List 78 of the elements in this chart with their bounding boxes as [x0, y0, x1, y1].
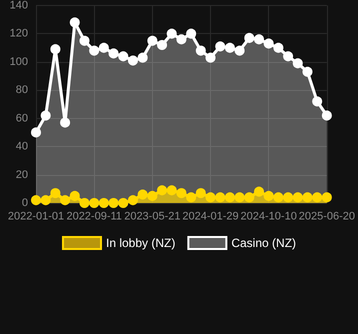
point	[166, 28, 177, 39]
point	[50, 44, 60, 54]
point	[196, 188, 206, 198]
point	[31, 127, 41, 138]
point	[196, 46, 206, 56]
y-tick-label: 60	[16, 112, 28, 124]
point	[60, 195, 70, 206]
y-tick-label: 0	[22, 197, 28, 209]
point	[312, 192, 322, 202]
point	[283, 51, 294, 62]
point	[292, 58, 303, 68]
point	[176, 188, 186, 198]
y-tick-label: 140	[10, 0, 28, 12]
point	[157, 40, 168, 50]
point	[312, 96, 322, 106]
point	[118, 198, 128, 208]
x-tick-label: 2023-05-21	[124, 210, 180, 222]
point	[147, 190, 158, 201]
point	[138, 52, 148, 63]
y-tick-label: 120	[10, 28, 28, 40]
x-tick-label: 2022-01-01	[8, 210, 64, 222]
point	[215, 41, 226, 52]
point	[108, 48, 119, 58]
point	[206, 192, 216, 202]
point	[176, 34, 186, 44]
point	[128, 56, 138, 66]
point	[234, 46, 245, 56]
point	[273, 192, 284, 202]
point	[186, 192, 196, 202]
point	[108, 198, 119, 208]
point	[264, 190, 274, 201]
x-tick-label: 2025-06-20	[298, 210, 356, 222]
point	[322, 110, 332, 121]
point	[273, 42, 284, 53]
point	[89, 198, 100, 208]
point	[254, 186, 264, 197]
legend-label: Casino (NZ)	[231, 236, 296, 250]
point	[79, 36, 90, 46]
point	[322, 192, 332, 202]
point	[224, 42, 235, 53]
point	[98, 42, 109, 53]
point	[70, 190, 80, 201]
point	[31, 195, 41, 206]
legend-label: In lobby (NZ)	[106, 236, 176, 250]
point	[98, 198, 109, 208]
point	[302, 192, 312, 202]
point	[224, 192, 235, 202]
point	[157, 185, 168, 196]
point	[79, 198, 90, 208]
x-tick-label: 2024-01-29	[182, 210, 239, 222]
point	[50, 188, 60, 198]
point	[89, 46, 100, 56]
point	[40, 110, 51, 121]
x-tick-label: 2022-09-11	[66, 210, 122, 222]
point	[254, 34, 264, 44]
point	[40, 195, 51, 206]
point	[206, 52, 216, 63]
point	[147, 36, 158, 46]
point	[60, 118, 70, 128]
x-tick-label: 2024-10-10	[240, 210, 297, 222]
y-tick-label: 40	[16, 140, 28, 153]
point	[234, 192, 245, 202]
y-tick-label: 100	[10, 56, 28, 68]
point	[166, 185, 177, 196]
point	[302, 66, 312, 77]
point	[244, 192, 254, 202]
point	[118, 51, 128, 62]
point	[186, 28, 196, 39]
point	[138, 190, 148, 200]
point	[70, 17, 80, 28]
point	[215, 192, 226, 202]
point	[128, 195, 138, 206]
y-tick-label: 20	[16, 168, 28, 181]
point	[264, 38, 274, 49]
point	[292, 192, 303, 202]
point	[244, 32, 254, 43]
y-tick-label: 80	[16, 84, 28, 96]
point	[283, 192, 294, 202]
